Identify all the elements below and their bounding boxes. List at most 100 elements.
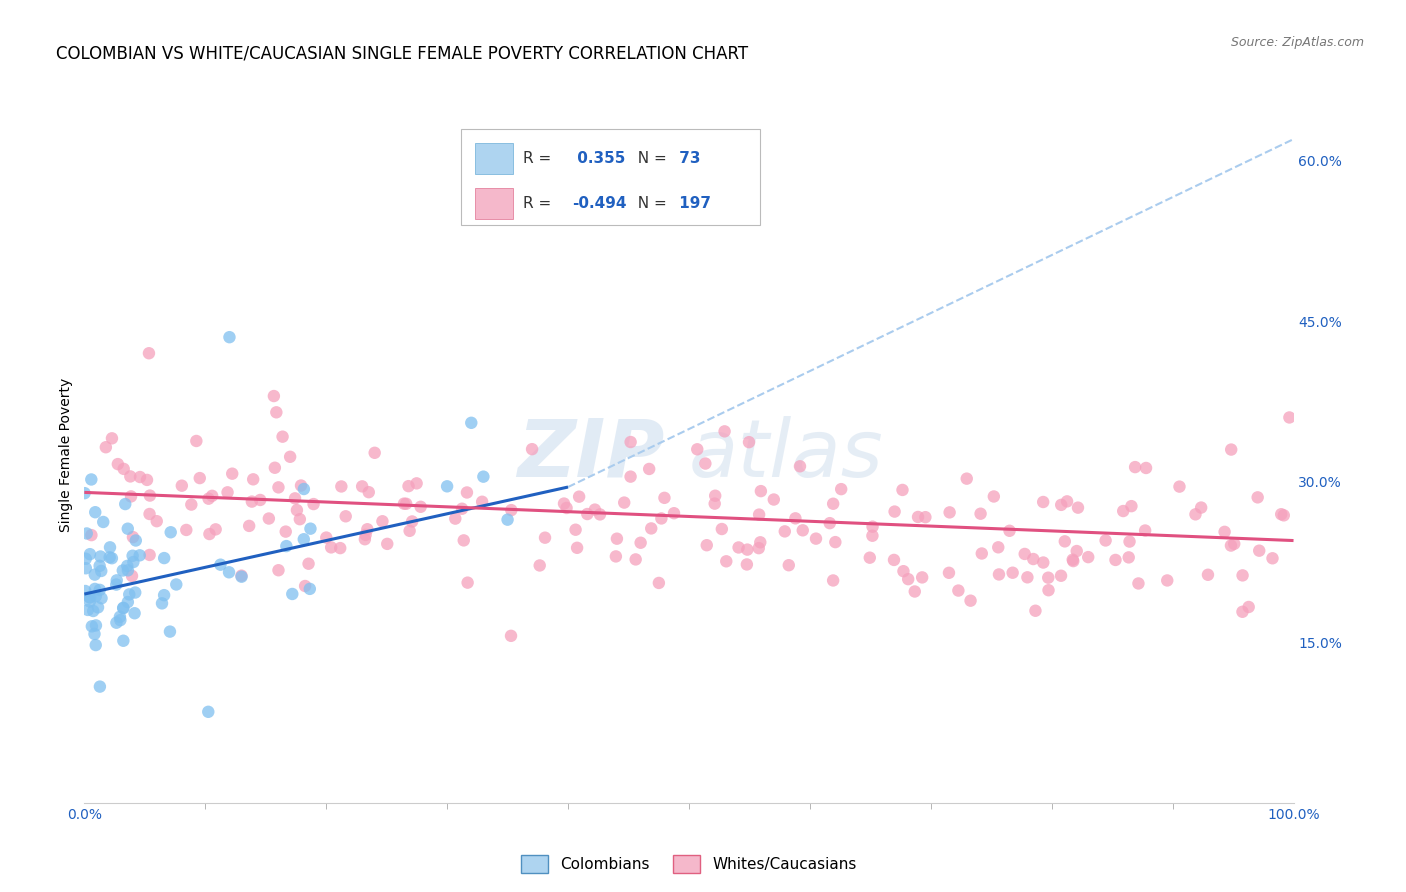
Point [1246,491,1268,505]
Point [170,478,193,492]
Point [1022,552,1045,566]
Point [1189,500,1212,515]
Point [204,522,226,536]
Point [267,480,290,494]
Legend: Colombians, Whites/Caucasians: Colombians, Whites/Caucasians [515,849,863,879]
Point [1017,570,1039,584]
Point [117,558,139,573]
Point [1104,553,1126,567]
Point [153,588,176,602]
Point [125,533,148,548]
Point [242,472,264,486]
Point [862,529,884,543]
Point [830,482,852,496]
Point [648,576,671,591]
Point [1062,554,1084,568]
Point [105,577,128,591]
Point [84,505,107,519]
Point [101,431,124,445]
Point [112,633,135,648]
Point [79,594,101,608]
Point [249,493,271,508]
Text: 73: 73 [675,151,702,166]
Point [789,459,811,474]
Point [201,489,224,503]
Point [76,526,98,541]
Point [138,548,160,562]
Point [457,575,479,590]
Point [472,469,495,483]
Point [89,549,111,564]
Text: 197: 197 [675,196,711,211]
Point [76,603,98,617]
Point [818,516,841,531]
Point [238,519,260,533]
Point [117,563,139,577]
Point [75,584,97,599]
Text: atlas: atlas [689,416,884,494]
Point [292,533,315,547]
Point [129,470,152,484]
Point [354,533,377,547]
Point [499,629,522,643]
Point [1118,550,1140,565]
Text: R =: R = [523,151,555,166]
Point [1094,533,1116,548]
Point [904,584,927,599]
Point [897,572,920,586]
Point [716,554,738,568]
Point [824,535,846,549]
Point [278,450,301,464]
Point [94,440,117,454]
Point [392,497,415,511]
Point [907,510,929,524]
Point [124,585,146,599]
Point [749,484,772,499]
Point [638,462,661,476]
Point [330,479,353,493]
Point [276,539,298,553]
Point [1062,552,1084,566]
Point [274,524,297,539]
Point [218,330,240,344]
Point [553,497,575,511]
Point [90,564,112,578]
Point [1168,480,1191,494]
Point [321,541,343,555]
Point [619,469,641,483]
Point [1232,568,1254,582]
Point [84,589,107,603]
Point [231,568,253,582]
Point [112,462,135,476]
Point [1050,498,1073,512]
Point [79,547,101,561]
Point [75,561,97,575]
Point [83,567,105,582]
Text: COLOMBIAN VS WHITE/CAUCASIAN SINGLE FEMALE POVERTY CORRELATION CHART: COLOMBIAN VS WHITE/CAUCASIAN SINGLE FEMA… [56,45,748,62]
Point [218,566,240,580]
Point [118,587,141,601]
Point [1032,495,1054,509]
Point [281,587,304,601]
Point [686,442,709,457]
Point [112,601,135,615]
Point [188,471,211,485]
Point [1123,460,1146,475]
Point [354,528,377,542]
Text: 0.355: 0.355 [572,151,626,166]
Point [80,528,103,542]
Point [1024,604,1046,618]
Point [398,524,420,538]
Text: ZIP: ZIP [517,416,665,494]
Point [105,574,128,588]
Point [98,550,121,565]
Point [748,541,770,556]
Point [405,476,427,491]
Point [105,615,128,630]
Point [1067,500,1090,515]
Point [153,551,176,566]
Point [938,566,960,580]
Point [84,638,107,652]
Point [749,535,772,549]
Point [496,513,519,527]
